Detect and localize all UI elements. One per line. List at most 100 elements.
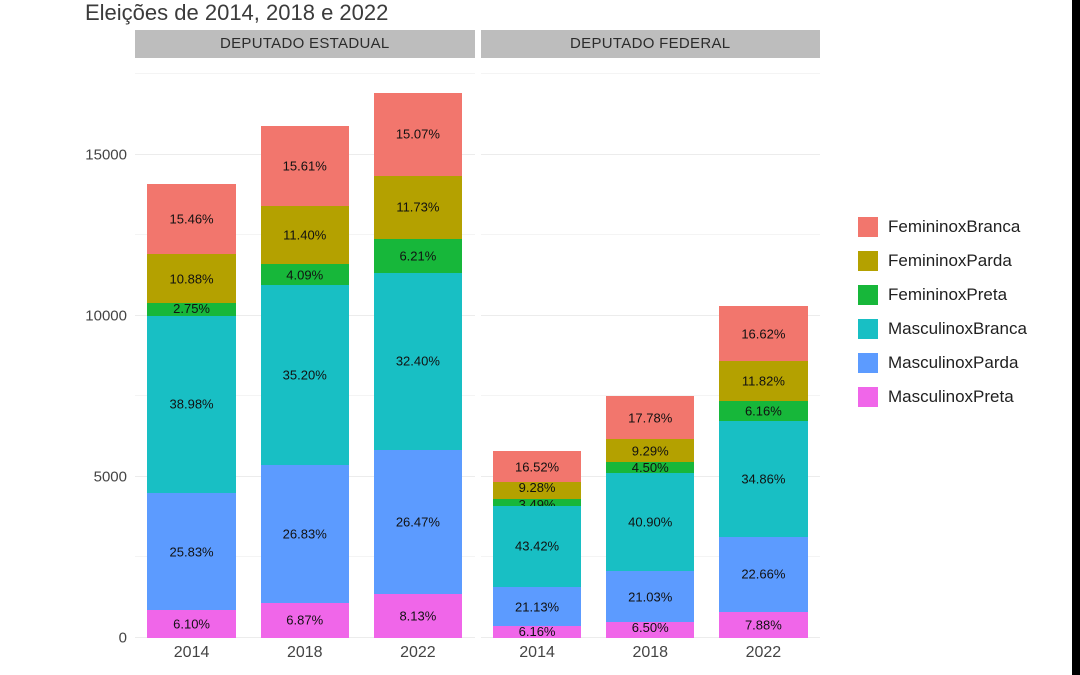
- legend-label: MasculinoxParda: [888, 353, 1018, 373]
- y-axis: 050001000015000: [80, 30, 135, 672]
- segment-label: 21.13%: [493, 600, 581, 613]
- segment-label: 35.20%: [261, 369, 349, 382]
- segment-label: 16.62%: [719, 327, 807, 340]
- x-axis: 201420182022: [135, 638, 475, 672]
- bar-segment: 11.82%: [719, 361, 807, 400]
- legend-label: FemininoxPreta: [888, 285, 1007, 305]
- bar-segment: 4.09%: [261, 264, 349, 285]
- segment-label: 26.83%: [261, 528, 349, 541]
- legend-swatch: [858, 353, 878, 373]
- segment-label: 17.78%: [606, 411, 694, 424]
- bar-segment: 4.50%: [606, 462, 694, 473]
- bar-segment: 16.52%: [493, 451, 581, 482]
- y-tick-label: 0: [119, 630, 127, 647]
- segment-label: 7.88%: [719, 618, 807, 631]
- x-tick-label: 2018: [632, 644, 668, 662]
- segment-label: 6.16%: [493, 625, 581, 638]
- right-border-strip: [1072, 0, 1080, 675]
- segment-label: 8.13%: [374, 609, 462, 622]
- segment-label: 9.28%: [493, 481, 581, 494]
- segment-label: 15.61%: [261, 159, 349, 172]
- bar-segment: 43.42%: [493, 506, 581, 587]
- segment-label: 25.83%: [147, 545, 235, 558]
- segment-label: 9.29%: [606, 444, 694, 457]
- legend-label: FemininoxParda: [888, 251, 1012, 271]
- bar-segment: 26.83%: [261, 465, 349, 602]
- facet-strip: DEPUTADO ESTADUAL: [135, 30, 475, 58]
- segment-label: 43.42%: [493, 540, 581, 553]
- segment-label: 16.52%: [493, 460, 581, 473]
- legend-swatch: [858, 217, 878, 237]
- legend-item: FemininoxPreta: [858, 278, 1068, 312]
- bar-segment: 2.75%: [147, 303, 235, 315]
- x-tick-label: 2018: [287, 644, 323, 662]
- segment-label: 6.10%: [147, 618, 235, 631]
- legend-swatch: [858, 387, 878, 407]
- segment-label: 11.82%: [719, 374, 807, 387]
- bar-segment: 15.07%: [374, 93, 462, 175]
- segment-label: 6.87%: [261, 614, 349, 627]
- bar-segment: 26.47%: [374, 450, 462, 594]
- facet-panels: DEPUTADO ESTADUAL15.46%10.88%2.75%38.98%…: [135, 30, 820, 672]
- segment-label: 15.07%: [374, 128, 462, 141]
- segment-label: 15.46%: [147, 212, 235, 225]
- segment-label: 34.86%: [719, 472, 807, 485]
- bar-segment: 9.28%: [493, 482, 581, 499]
- x-tick-label: 2014: [519, 644, 555, 662]
- bar-segment: 6.87%: [261, 603, 349, 638]
- facet-panel: DEPUTADO ESTADUAL15.46%10.88%2.75%38.98%…: [135, 30, 475, 672]
- bar-segment: 6.21%: [374, 239, 462, 273]
- bar-segment: 34.86%: [719, 421, 807, 537]
- segment-label: 6.21%: [374, 250, 462, 263]
- legend-label: FemininoxBranca: [888, 217, 1020, 237]
- bar-segment: 6.16%: [719, 401, 807, 421]
- segment-label: 11.40%: [261, 228, 349, 241]
- segment-label: 4.09%: [261, 268, 349, 281]
- bar-segment: 9.29%: [606, 439, 694, 461]
- segment-label: 40.90%: [606, 516, 694, 529]
- legend-item: FemininoxBranca: [858, 210, 1068, 244]
- legend-swatch: [858, 285, 878, 305]
- stacked-bar: 15.46%10.88%2.75%38.98%25.83%6.10%: [147, 184, 235, 638]
- segment-label: 10.88%: [147, 272, 235, 285]
- segment-label: 26.47%: [374, 515, 462, 528]
- bars-row: 15.46%10.88%2.75%38.98%25.83%6.10%15.61%…: [135, 58, 475, 638]
- segment-label: 2.75%: [147, 302, 235, 315]
- plot-area: 050001000015000 DEPUTADO ESTADUAL15.46%1…: [80, 30, 820, 672]
- stacked-bar: 15.61% 11.40% 4.09% 35.20% 26.83% 6.87%: [261, 126, 349, 638]
- y-tick-label: 15000: [85, 146, 127, 163]
- bar-segment: 6.10%: [147, 610, 235, 638]
- y-tick-label: 5000: [94, 468, 127, 485]
- segment-label: 11.73%: [374, 201, 462, 214]
- x-axis: 2014 2018 2022: [481, 638, 821, 672]
- bar-segment: 25.83%: [147, 493, 235, 610]
- bar-segment: 17.78%: [606, 396, 694, 439]
- legend-item: MasculinoxParda: [858, 346, 1068, 380]
- panel-body: 15.46%10.88%2.75%38.98%25.83%6.10%15.61%…: [135, 58, 475, 638]
- bar-segment: 32.40%: [374, 273, 462, 449]
- bar-segment: 6.16%: [493, 626, 581, 638]
- bar-segment: 11.40%: [261, 206, 349, 264]
- bars-row: 16.52%9.28%3.49%43.42%21.13%6.16%17.78%9…: [481, 58, 821, 638]
- stacked-bar: 15.07% 11.73% 6.21% 32.40% 26.47% 8.13%: [374, 93, 462, 638]
- bar-segment: 11.73%: [374, 176, 462, 240]
- bar-segment: 10.88%: [147, 254, 235, 303]
- segment-label: 21.03%: [606, 590, 694, 603]
- legend-swatch: [858, 319, 878, 339]
- bar-segment: 22.66%: [719, 537, 807, 612]
- x-tick-label: 2022: [746, 644, 782, 662]
- stacked-bar: 16.52%9.28%3.49%43.42%21.13%6.16%: [493, 451, 581, 638]
- bar-segment: 40.90%: [606, 473, 694, 572]
- facet-panel: DEPUTADO FEDERAL16.52%9.28%3.49%43.42%21…: [481, 30, 821, 672]
- x-tick-label: 2022: [400, 644, 436, 662]
- legend-item: MasculinoxBranca: [858, 312, 1068, 346]
- segment-label: 6.50%: [606, 621, 694, 634]
- legend-item: FemininoxParda: [858, 244, 1068, 278]
- chart-container: Eleições de 2014, 2018 e 2022 0500010000…: [0, 0, 1080, 675]
- stacked-bar: 17.78% 9.29% 4.50% 40.90% 21.03% 6.50%: [606, 396, 694, 638]
- segment-label: 6.16%: [719, 404, 807, 417]
- chart-subtitle: Eleições de 2014, 2018 e 2022: [85, 0, 388, 26]
- legend-label: MasculinoxBranca: [888, 319, 1027, 339]
- bar-segment: 15.61%: [261, 126, 349, 206]
- legend-label: MasculinoxPreta: [888, 387, 1014, 407]
